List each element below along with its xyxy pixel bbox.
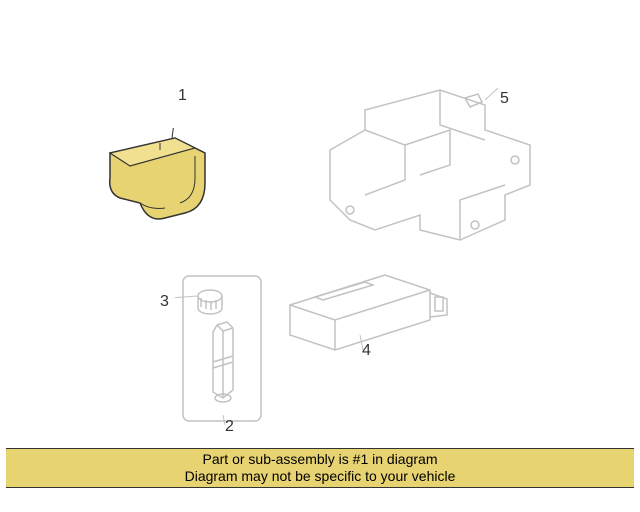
caption-line-2: Diagram may not be specific to your vehi… (185, 468, 456, 486)
caption-line-1: Part or sub-assembly is #1 in diagram (203, 451, 438, 469)
part-1-highlighted (100, 128, 220, 238)
callout-2: 2 (225, 418, 234, 436)
callout-3: 3 (160, 293, 169, 311)
parts-diagram: 1 2 3 4 5 (0, 0, 640, 450)
callout-1: 1 (178, 87, 187, 105)
part-5-bracket (310, 80, 570, 280)
callout-4: 4 (362, 342, 371, 360)
parts-2-3-box (175, 270, 270, 430)
callout-5: 5 (500, 90, 509, 108)
caption-bar: Part or sub-assembly is #1 in diagram Di… (6, 448, 634, 488)
